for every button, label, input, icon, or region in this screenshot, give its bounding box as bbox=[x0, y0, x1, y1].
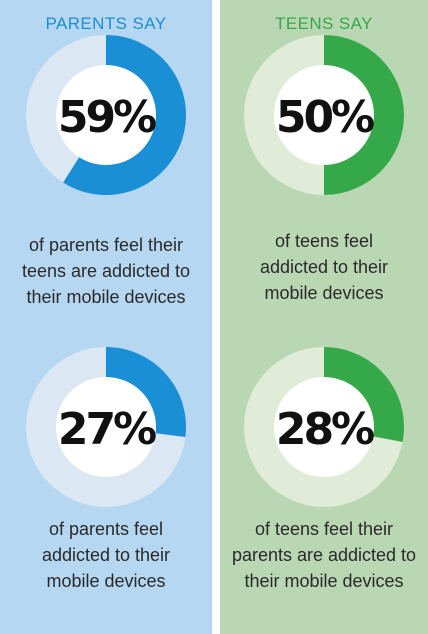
caption-line: of parents feel bbox=[48, 519, 164, 539]
teens-panel: TEENS SAY 50% of teens feel addicted to … bbox=[220, 0, 428, 634]
parents-addicted-self-caption: of parents feel addicted to their mobile… bbox=[0, 516, 212, 594]
donut-percent-label: 27% bbox=[58, 404, 156, 455]
donut-chart-svg: 50% bbox=[244, 35, 404, 195]
donut-chart-svg: 27% bbox=[26, 347, 187, 507]
donut-percent-label: 28% bbox=[276, 404, 374, 455]
teens-addicted-self-donut: 50% bbox=[220, 30, 428, 200]
caption-line: of parents feel their bbox=[28, 235, 184, 255]
teens-addicted-parents-donut: 28% bbox=[220, 342, 428, 512]
teens-addicted-parents-caption: of teens feel their parents are addicted… bbox=[220, 516, 428, 594]
donut-center bbox=[56, 65, 156, 165]
donut-percent-label: 50% bbox=[276, 92, 374, 143]
caption-line: of teens feel bbox=[274, 231, 374, 251]
caption-line: addicted to their bbox=[41, 545, 171, 565]
caption-line: parents are addicted to bbox=[231, 545, 417, 565]
donut-center bbox=[274, 377, 374, 477]
caption-line: mobile devices bbox=[264, 283, 384, 303]
caption-line: teens are addicted to bbox=[21, 261, 191, 281]
donut-center bbox=[56, 377, 156, 477]
caption-line: their mobile devices bbox=[244, 571, 404, 591]
donut-center bbox=[274, 65, 374, 165]
parents-addicted-teens-caption: of parents feel their teens are addicted… bbox=[0, 232, 212, 310]
teens-panel-title: TEENS SAY bbox=[275, 14, 373, 33]
teens-addicted-self-caption: of teens feel addicted to their mobile d… bbox=[220, 228, 428, 306]
parents-addicted-teens-donut: 59% bbox=[0, 30, 212, 200]
donut-chart-svg: 59% bbox=[26, 35, 186, 195]
parents-panel-title: PARENTS SAY bbox=[45, 14, 167, 33]
parents-addicted-self-donut: 27% bbox=[0, 342, 212, 512]
donut-percent-label: 59% bbox=[58, 92, 156, 143]
caption-line: addicted to their bbox=[259, 257, 389, 277]
parents-panel: PARENTS SAY 59% of parents feel their te… bbox=[0, 0, 212, 634]
caption-line: of teens feel their bbox=[254, 519, 394, 539]
caption-line: mobile devices bbox=[46, 571, 166, 591]
donut-chart-svg: 28% bbox=[244, 347, 404, 507]
caption-line: their mobile devices bbox=[26, 287, 186, 307]
